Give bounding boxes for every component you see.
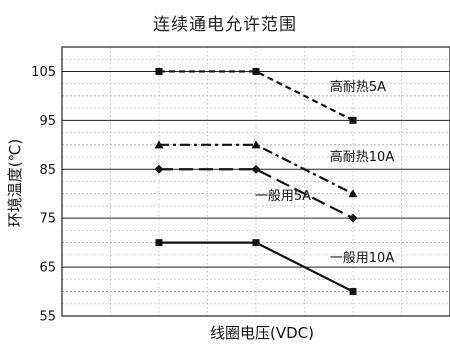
y-axis-title: 环境温度(℃) bbox=[6, 139, 24, 228]
series-label: 一般用10A bbox=[330, 250, 395, 266]
series-line bbox=[159, 168, 354, 220]
series-line bbox=[159, 143, 354, 195]
x-axis-title: 线圈电压(VDC) bbox=[210, 324, 314, 342]
y-tick-label: 55 bbox=[39, 310, 56, 325]
data-point bbox=[349, 116, 357, 124]
grid bbox=[62, 47, 450, 317]
series-2 bbox=[154, 140, 358, 198]
y-tick-label: 105 bbox=[31, 65, 56, 80]
y-tick-label: 95 bbox=[39, 114, 56, 129]
data-point bbox=[252, 67, 260, 75]
data-point bbox=[251, 164, 261, 174]
series-line bbox=[159, 70, 354, 122]
series-label: 高耐热10A bbox=[330, 149, 395, 165]
data-point bbox=[348, 189, 358, 198]
series-label: 一般用5A bbox=[255, 188, 311, 204]
series-label: 高耐热5A bbox=[330, 79, 386, 95]
y-tick-label: 85 bbox=[39, 163, 56, 178]
data-point bbox=[154, 140, 164, 149]
series-3 bbox=[154, 164, 358, 223]
series-layer bbox=[154, 67, 358, 296]
series-1 bbox=[155, 67, 357, 124]
y-tick-label: 65 bbox=[39, 261, 56, 276]
data-point bbox=[348, 213, 358, 223]
chart-title: 连续通电允许范围 bbox=[153, 15, 297, 35]
axes: 55 65 75 85 95 105 bbox=[31, 46, 450, 325]
plot-frame bbox=[61, 46, 450, 317]
data-point bbox=[349, 288, 357, 296]
data-point bbox=[154, 164, 164, 174]
data-point bbox=[155, 67, 163, 75]
series-4 bbox=[155, 239, 357, 296]
data-point bbox=[252, 239, 260, 247]
annotations: 高耐热5A 高耐热10A 一般用5A 一般用10A bbox=[255, 79, 394, 266]
data-point bbox=[155, 239, 163, 247]
y-tick-label: 75 bbox=[39, 212, 56, 227]
data-point bbox=[251, 140, 261, 149]
